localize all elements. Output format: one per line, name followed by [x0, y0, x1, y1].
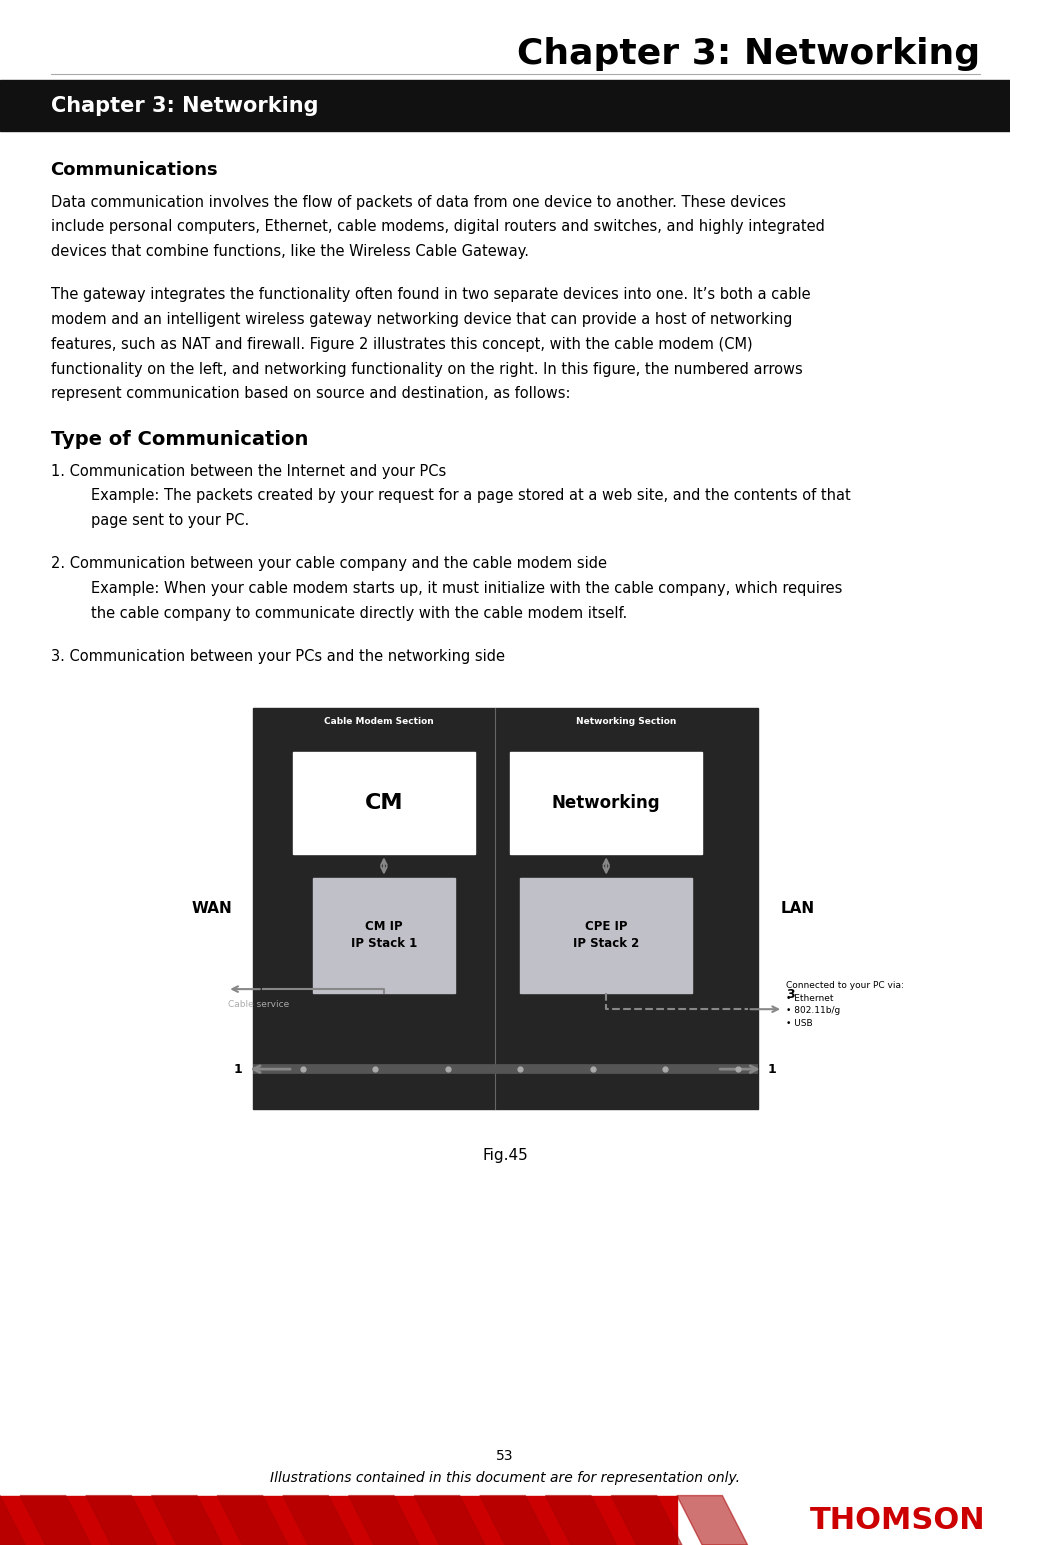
Text: the cable company to communicate directly with the cable modem itself.: the cable company to communicate directl… [91, 606, 627, 621]
Bar [293, 752, 474, 854]
Polygon shape [677, 1496, 747, 1545]
Text: Cable Modem Section: Cable Modem Section [324, 717, 434, 726]
Text: 3: 3 [786, 989, 795, 1001]
Text: Cable service: Cable service [228, 1000, 290, 1009]
Text: CM IP
IP Stack 1: CM IP IP Stack 1 [351, 921, 417, 950]
Polygon shape [152, 1496, 222, 1545]
Text: Fig.45: Fig.45 [483, 1148, 528, 1163]
Text: Type of Communication: Type of Communication [51, 430, 308, 448]
Text: CM: CM [364, 794, 403, 813]
Bar [313, 878, 455, 993]
Text: The gateway integrates the functionality often found in two separate devices int: The gateway integrates the functionality… [51, 287, 810, 303]
Text: devices that combine functions, like the Wireless Cable Gateway.: devices that combine functions, like the… [51, 244, 528, 260]
Text: WAN: WAN [192, 901, 233, 916]
Polygon shape [20, 1496, 91, 1545]
Text: 53: 53 [496, 1449, 514, 1463]
Text: LAN: LAN [781, 901, 815, 916]
Text: Data communication involves the flow of packets of data from one device to anoth: Data communication involves the flow of … [51, 195, 786, 210]
Polygon shape [349, 1496, 419, 1545]
Text: 1. Communication between the Internet and your PCs: 1. Communication between the Internet an… [51, 464, 445, 479]
Text: modem and an intelligent wireless gateway networking device that can provide a h: modem and an intelligent wireless gatewa… [51, 312, 792, 328]
Text: Communications: Communications [51, 161, 218, 179]
Text: Example: The packets created by your request for a page stored at a web site, an: Example: The packets created by your req… [91, 488, 851, 504]
Polygon shape [546, 1496, 617, 1545]
Bar [520, 878, 692, 993]
Text: CPE IP
IP Stack 2: CPE IP IP Stack 2 [573, 921, 639, 950]
Text: THOMSON: THOMSON [810, 1506, 985, 1534]
Bar [0, 80, 1010, 131]
Text: 2. Communication between your cable company and the cable modem side: 2. Communication between your cable comp… [51, 556, 606, 572]
Bar [511, 752, 702, 854]
Bar [0, 1496, 677, 1545]
Bar [252, 708, 758, 1109]
Polygon shape [283, 1496, 354, 1545]
Polygon shape [611, 1496, 682, 1545]
Text: 1: 1 [768, 1063, 776, 1075]
Text: Example: When your cable modem starts up, it must initialize with the cable comp: Example: When your cable modem starts up… [91, 581, 842, 596]
Text: 2: 2 [219, 964, 227, 976]
Text: Chapter 3: Networking: Chapter 3: Networking [517, 37, 980, 71]
Text: Networking: Networking [552, 794, 660, 813]
Text: represent communication based on source and destination, as follows:: represent communication based on source … [51, 386, 570, 402]
Polygon shape [414, 1496, 485, 1545]
Text: Networking Section: Networking Section [576, 717, 677, 726]
Text: 1: 1 [234, 1063, 243, 1075]
Text: Chapter 3: Networking: Chapter 3: Networking [51, 96, 318, 116]
Polygon shape [0, 1496, 25, 1545]
Polygon shape [86, 1496, 157, 1545]
Text: Connected to your PC via:
• Ethernet
• 802.11b/g
• USB: Connected to your PC via: • Ethernet • 8… [786, 981, 904, 1027]
Text: include personal computers, Ethernet, cable modems, digital routers and switches: include personal computers, Ethernet, ca… [51, 219, 824, 235]
Text: functionality on the left, and networking functionality on the right. In this fi: functionality on the left, and networkin… [51, 362, 802, 377]
Text: features, such as NAT and firewall. Figure 2 illustrates this concept, with the : features, such as NAT and firewall. Figu… [51, 337, 753, 352]
Text: 3. Communication between your PCs and the networking side: 3. Communication between your PCs and th… [51, 649, 504, 664]
Text: Illustrations contained in this document are for representation only.: Illustrations contained in this document… [270, 1471, 740, 1485]
Polygon shape [217, 1496, 288, 1545]
Text: page sent to your PC.: page sent to your PC. [91, 513, 249, 528]
Polygon shape [480, 1496, 550, 1545]
